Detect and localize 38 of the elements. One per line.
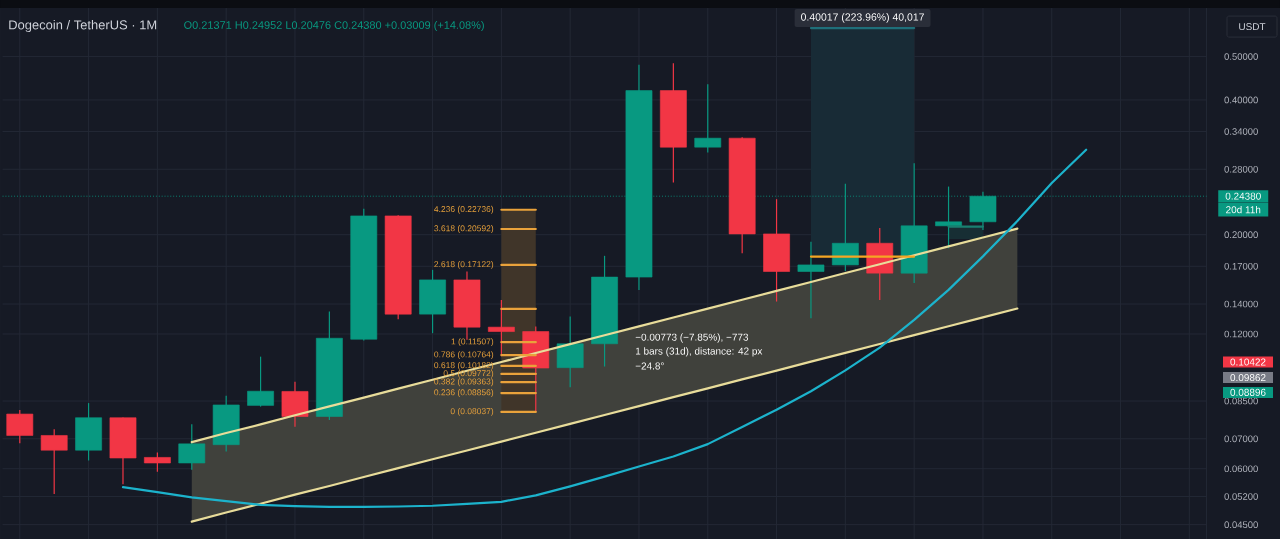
text: 0.10422 — [1230, 358, 1266, 366]
text: O0.21371 H0.24952 L0.20476 C0.24380 +0.03009 (+14.08%) — [184, 20, 484, 32]
y-tick-label: 0.17000 — [1224, 262, 1258, 270]
y-tick-label: 0.07000 — [1224, 435, 1258, 443]
ref-line-label: 0.24380 — [1225, 192, 1261, 200]
line-series — [121, 148, 1088, 508]
y-tick-label: 0.06000 — [1224, 465, 1258, 473]
y-tick-label: 0.28000 — [1224, 165, 1258, 173]
annotation: 0 (0.08037) — [450, 407, 494, 416]
annotation: 2.618 (0.17122) — [434, 260, 494, 269]
annotation: 4.236 (0.22736) — [434, 205, 494, 214]
line-series — [190, 307, 1019, 523]
y-tick-label: 0.05200 — [1224, 493, 1258, 500]
y-tick-label: 0.12000 — [1224, 330, 1258, 338]
annotation: −0.00773 (−7.85%), −773 — [635, 333, 749, 343]
y-tick-label: 0.14000 — [1224, 300, 1258, 308]
y-tick-label: 0.34000 — [1224, 128, 1258, 135]
candlestick — [694, 83, 722, 154]
y-tick-label: 0.20000 — [1224, 231, 1258, 239]
y-tick-label: 0.04500 — [1224, 521, 1258, 528]
y-tick-label: 0.08500 — [1224, 397, 1258, 405]
y-tick-label: 0.50000 — [1224, 53, 1258, 60]
text: 20d 11h — [1226, 205, 1261, 214]
annotation: 1 bars (31d), distance: 42 px — [635, 347, 763, 357]
text: Dogecoin / TetherUS · 1M — [9, 19, 157, 33]
annotation: 3.618 (0.20592) — [434, 225, 494, 233]
annotation: 0.40017 (223.96%) 40,017 — [801, 13, 924, 23]
y-tick-label: 0.40000 — [1224, 96, 1258, 104]
candlestick — [797, 241, 825, 319]
annotation: 1 (0.11507) — [451, 338, 494, 347]
text: 0.09862 — [1230, 374, 1266, 382]
annotation: 0.786 (0.10764) — [434, 351, 494, 360]
annotation: −24.8° — [635, 362, 664, 370]
text: 0.08896 — [1230, 388, 1266, 396]
annotation: 0.236 (0.08856) — [434, 389, 494, 397]
annotation: 0.382 (0.09363) — [434, 378, 494, 387]
y-axis-title: USDT — [1239, 23, 1266, 31]
annotation: 0.5 (0.09772) — [443, 369, 494, 378]
